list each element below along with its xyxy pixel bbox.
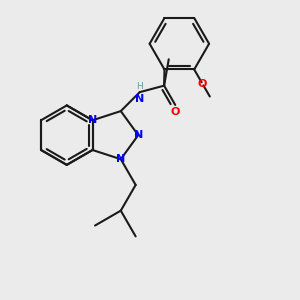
Text: H: H	[136, 82, 143, 91]
Text: N: N	[116, 154, 125, 164]
Text: N: N	[135, 94, 144, 104]
Text: O: O	[171, 107, 180, 117]
Text: N: N	[88, 115, 97, 125]
Text: O: O	[198, 79, 207, 88]
Text: N: N	[134, 130, 143, 140]
